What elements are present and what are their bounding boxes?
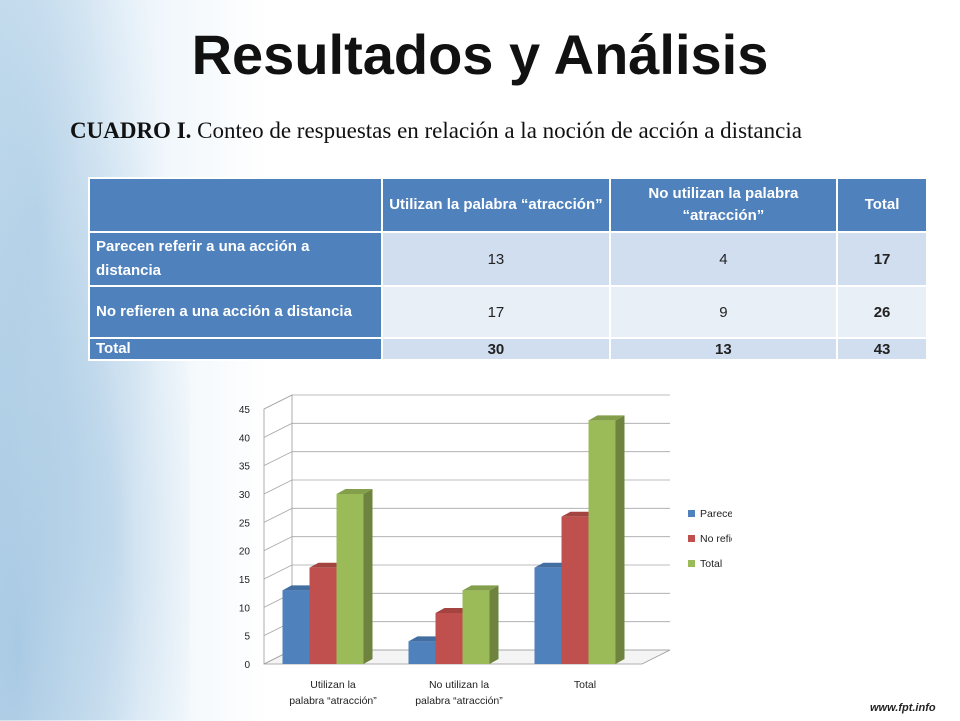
- gridline: [263, 451, 670, 467]
- y-tick-label: 10: [239, 603, 251, 614]
- y-tick-label: 0: [244, 660, 250, 671]
- y-tick-label: 40: [239, 433, 251, 444]
- legend-swatch: [688, 510, 695, 517]
- table-cell: 17: [381, 285, 611, 339]
- bar-top: [588, 415, 625, 421]
- table-header-row: Utilizan la palabra “atracción” No utili…: [87, 177, 928, 233]
- bar: [534, 567, 562, 664]
- caption-text: Conteo de respuestas en relación a la no…: [191, 118, 802, 143]
- x-tick-label: No utilizan la: [429, 679, 489, 691]
- table-row: No refieren a una acción a distancia 17 …: [87, 285, 928, 339]
- page-title: Resultados y Análisis: [191, 23, 769, 86]
- bar-side: [615, 415, 625, 664]
- bar: [309, 567, 337, 664]
- y-tick-label: 5: [244, 632, 250, 643]
- gridline: [263, 479, 670, 495]
- table-cell-total: 43: [836, 337, 928, 361]
- bar: [408, 641, 436, 664]
- table-header-uses-word: Utilizan la palabra “atracción”: [381, 177, 611, 233]
- bar-side: [489, 585, 499, 664]
- table-row: Parecen referir a una acción a distancia…: [87, 231, 928, 287]
- table-header-empty: [87, 177, 384, 233]
- bar-top: [462, 585, 499, 591]
- table-cell: 13: [608, 337, 839, 361]
- legend-swatch: [688, 560, 695, 567]
- y-tick-label: 15: [239, 575, 251, 586]
- legend-swatch: [688, 535, 695, 542]
- gridline: [263, 422, 670, 438]
- table-caption: CUADRO I. Conteo de respuestas en relaci…: [70, 118, 802, 144]
- bar: [282, 590, 310, 664]
- bar: [561, 516, 589, 664]
- legend-label: Total: [700, 558, 722, 570]
- table-header-not-uses-word: No utilizan la palabra “atracción”: [608, 177, 839, 233]
- decorative-background: [0, 0, 190, 720]
- bar-top: [336, 489, 373, 494]
- bar: [462, 590, 490, 664]
- x-tick-label: Utilizan la: [310, 679, 356, 691]
- row-label: Parecen referir a una acción a distancia: [87, 231, 384, 287]
- bar-side: [363, 489, 373, 664]
- chart-container: 0 5 10 15 20 25 30 35 40 45 Utilizan la palabra “at…: [222, 386, 885, 716]
- y-tick-label: 20: [239, 547, 251, 558]
- gridline: [263, 536, 670, 552]
- bar: [435, 613, 463, 664]
- watermark-logo: www.fpt.info: [870, 702, 936, 714]
- legend-label: Parecen referir a una acción a distancia: [700, 508, 732, 520]
- bar-chart: 0 5 10 15 20 25 30 35 40 45 Utilizan la palabra “at…: [239, 394, 885, 707]
- results-table: Utilizan la palabra “atracción” No utili…: [87, 177, 928, 361]
- table-header-total: Total: [836, 177, 928, 233]
- svg-text:www.fpt.info: www.fpt.info: [870, 702, 936, 714]
- x-tick-label: palabra “atracción”: [415, 695, 503, 707]
- table-cell: 30: [381, 337, 611, 361]
- x-tick-label: Total: [574, 679, 596, 691]
- y-tick-label: 45: [239, 405, 251, 416]
- row-label: No refieren a una acción a distancia: [87, 285, 384, 339]
- bar: [336, 494, 364, 664]
- table-cell: 9: [608, 285, 839, 339]
- table-cell: 4: [608, 231, 839, 287]
- legend-label: No refieren a una acción a distancia: [700, 533, 732, 545]
- table-cell-total: 26: [836, 285, 928, 339]
- caption-lead: CUADRO I.: [70, 118, 192, 143]
- gridline: [263, 507, 670, 523]
- row-label: Total: [87, 337, 384, 361]
- table-row: Total 30 13 43: [87, 337, 928, 361]
- y-tick-label: 35: [239, 462, 251, 473]
- gridline: [263, 394, 670, 410]
- table-cell: 13: [381, 231, 611, 287]
- y-tick-label: 30: [239, 490, 251, 501]
- y-tick-label: 25: [239, 518, 251, 529]
- table-cell-total: 17: [836, 231, 928, 287]
- bar: [588, 420, 616, 664]
- x-tick-label: palabra “atracción”: [289, 695, 377, 707]
